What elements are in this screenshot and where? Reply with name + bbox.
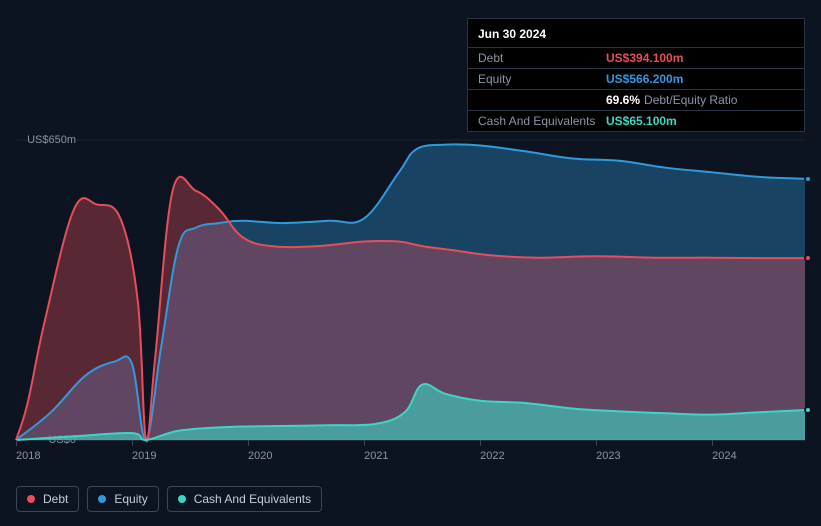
x-tick-2022: 2022 bbox=[480, 450, 504, 462]
tooltip-row-debt: Debt US$394.100m bbox=[468, 47, 804, 68]
tooltip-value-cash: US$65.100m bbox=[606, 114, 677, 128]
x-tick-2021: 2021 bbox=[364, 450, 388, 462]
legend-item-cash[interactable]: Cash And Equivalents bbox=[167, 486, 322, 512]
tooltip-label-cash: Cash And Equivalents bbox=[478, 114, 606, 128]
chart-legend: Debt Equity Cash And Equivalents bbox=[16, 486, 322, 512]
x-tick-2019: 2019 bbox=[132, 450, 156, 462]
tooltip-row-equity: Equity US$566.200m bbox=[468, 68, 804, 89]
tooltip-label-equity: Equity bbox=[478, 72, 606, 86]
tooltip-value-equity: US$566.200m bbox=[606, 72, 683, 86]
marker-equity bbox=[804, 175, 812, 183]
x-tick-2020: 2020 bbox=[248, 450, 272, 462]
legend-label-equity: Equity bbox=[114, 492, 147, 506]
legend-dot-equity bbox=[98, 495, 106, 503]
legend-dot-cash bbox=[178, 495, 186, 503]
legend-dot-debt bbox=[27, 495, 35, 503]
x-tick-2023: 2023 bbox=[596, 450, 620, 462]
tooltip-label-ratio bbox=[478, 93, 606, 107]
chart-tooltip: Jun 30 2024 Debt US$394.100m Equity US$5… bbox=[467, 18, 805, 132]
chart-areas bbox=[16, 144, 805, 441]
marker-cash bbox=[804, 406, 812, 414]
tooltip-value-debt: US$394.100m bbox=[606, 51, 683, 65]
x-axis: 2018 2019 2020 2021 2022 2023 2024 bbox=[16, 450, 805, 470]
tooltip-row-cash: Cash And Equivalents US$65.100m bbox=[468, 110, 804, 131]
x-tick-2024: 2024 bbox=[712, 450, 736, 462]
chart-svg bbox=[16, 140, 805, 440]
tooltip-row-ratio: 69.6% Debt/Equity Ratio bbox=[468, 89, 804, 110]
tooltip-label-debt: Debt bbox=[478, 51, 606, 65]
legend-item-equity[interactable]: Equity bbox=[87, 486, 158, 512]
legend-item-debt[interactable]: Debt bbox=[16, 486, 79, 512]
marker-debt bbox=[804, 254, 812, 262]
chart-plot-area[interactable]: US$650m US$0 bbox=[16, 140, 805, 440]
x-tick-2018: 2018 bbox=[16, 450, 40, 462]
tooltip-ratio-label: Debt/Equity Ratio bbox=[644, 93, 737, 107]
legend-label-cash: Cash And Equivalents bbox=[194, 492, 311, 506]
tooltip-date: Jun 30 2024 bbox=[468, 25, 804, 47]
tooltip-ratio-value: 69.6% bbox=[606, 93, 640, 107]
legend-label-debt: Debt bbox=[43, 492, 68, 506]
